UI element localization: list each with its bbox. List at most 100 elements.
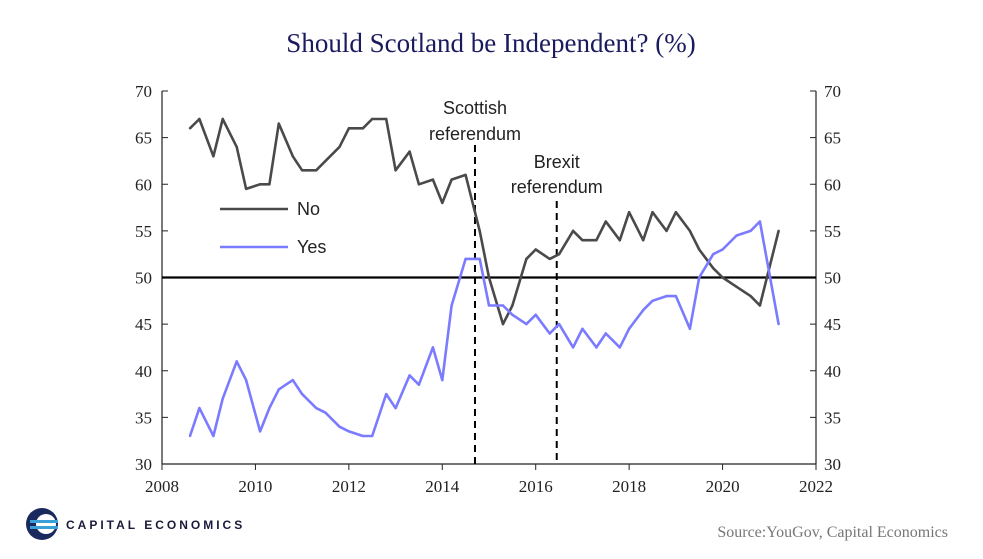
data-point-yes [651,299,654,303]
data-point-no [277,122,280,125]
data-point-yes [244,378,248,382]
y-tick-label-left: 40 [135,362,152,381]
data-point-yes [571,346,575,349]
data-point-yes [712,252,715,256]
x-tick-label: 2022 [799,477,833,496]
data-point-no [408,150,411,153]
data-point-no [431,178,435,181]
annotation-label: referendum [511,177,603,197]
data-point-no [487,276,491,279]
data-point-no [651,211,654,214]
data-point-yes [501,304,505,307]
data-point-yes [735,234,738,237]
data-point-yes [188,434,192,438]
y-tick-label-right: 50 [824,269,841,288]
annotation-label: Brexit [534,152,580,172]
x-tick-label: 2020 [706,477,740,496]
legend: No Yes [220,199,326,257]
data-point-yes [665,294,668,298]
data-point-yes [688,327,692,330]
data-point-yes [511,313,514,316]
y-tick-label-right: 40 [824,362,841,381]
data-point-no [385,117,388,121]
data-point-no [314,169,318,172]
data-point-no [627,211,631,214]
source-note: Source:YouGov, Capital Economics [717,524,948,541]
data-point-yes [627,327,631,330]
data-point-no [525,257,528,261]
data-point-no [618,239,621,242]
data-point-yes [221,397,224,400]
data-point-yes [314,406,318,410]
data-point-yes [385,392,388,396]
data-point-yes [338,425,341,428]
y-tick-label-right: 35 [824,408,841,427]
series-group [188,117,780,438]
y-tick-label-left: 70 [135,82,152,101]
data-point-no [688,229,692,233]
data-point-yes [534,313,537,316]
data-point-no [674,211,678,214]
x-tick-label: 2018 [612,477,646,496]
legend-label-no: No [297,199,320,219]
data-point-no [604,220,607,223]
axes: 30 30 35 35 40 40 45 45 50 50 55 55 60 60 65 65 70 70 2008… [135,82,841,496]
data-point-no [511,304,514,307]
annotation-label: Scottish [443,98,507,118]
data-point-yes [291,378,294,382]
data-point-yes [548,332,551,335]
data-point-no [777,229,780,233]
data-point-yes [268,406,271,410]
y-tick-label-right: 45 [824,315,841,334]
data-point-yes [758,220,762,223]
data-point-no [188,127,192,130]
data-point-yes [618,346,621,349]
data-point-no [665,229,668,233]
data-point-no [478,229,481,233]
data-point-no [548,257,551,261]
data-point-no [291,155,294,158]
data-point-no [735,285,738,289]
data-point-no [441,201,444,205]
data-point-no [417,183,421,186]
data-point-yes [721,248,724,251]
data-point-no [712,266,715,270]
data-point-no [221,117,224,121]
data-point-yes [371,434,374,438]
y-tick-label-right: 55 [824,222,841,241]
data-point-yes [324,411,327,414]
data-point-no [581,239,584,242]
data-point-no [324,159,327,163]
y-tick-label-left: 50 [135,269,152,288]
data-point-no [641,239,645,242]
data-point-no [758,304,762,307]
series-line-no [189,117,780,326]
y-tick-label-left: 60 [135,175,152,194]
data-point-yes [431,346,435,349]
data-point-yes [235,360,238,363]
y-tick-label-right: 65 [824,129,841,148]
data-point-no [258,183,262,186]
data-point-yes [277,388,280,391]
data-point-yes [450,304,453,307]
data-point-no [394,169,397,172]
data-point-yes [674,294,678,298]
data-point-no [347,127,351,130]
data-point-no [198,117,201,121]
data-point-no [534,248,537,251]
data-point-yes [361,434,365,438]
y-tick-label-left: 30 [135,455,152,474]
annotations: Scottish referendum Brexit referendum [429,98,603,464]
y-tick-label-left: 55 [135,222,152,241]
data-point-no [244,187,248,191]
brand-logo: CAPITAL ECONOMICS [26,508,242,540]
data-point-no [721,276,724,279]
chart-title: Should Scotland be Independent? (%) [286,28,695,58]
data-point-no [595,239,598,242]
y-tick-label-left: 45 [135,315,152,334]
data-point-no [571,229,575,233]
data-point-no [464,173,467,177]
data-point-yes [464,257,467,261]
y-tick-label-left: 65 [135,129,152,148]
